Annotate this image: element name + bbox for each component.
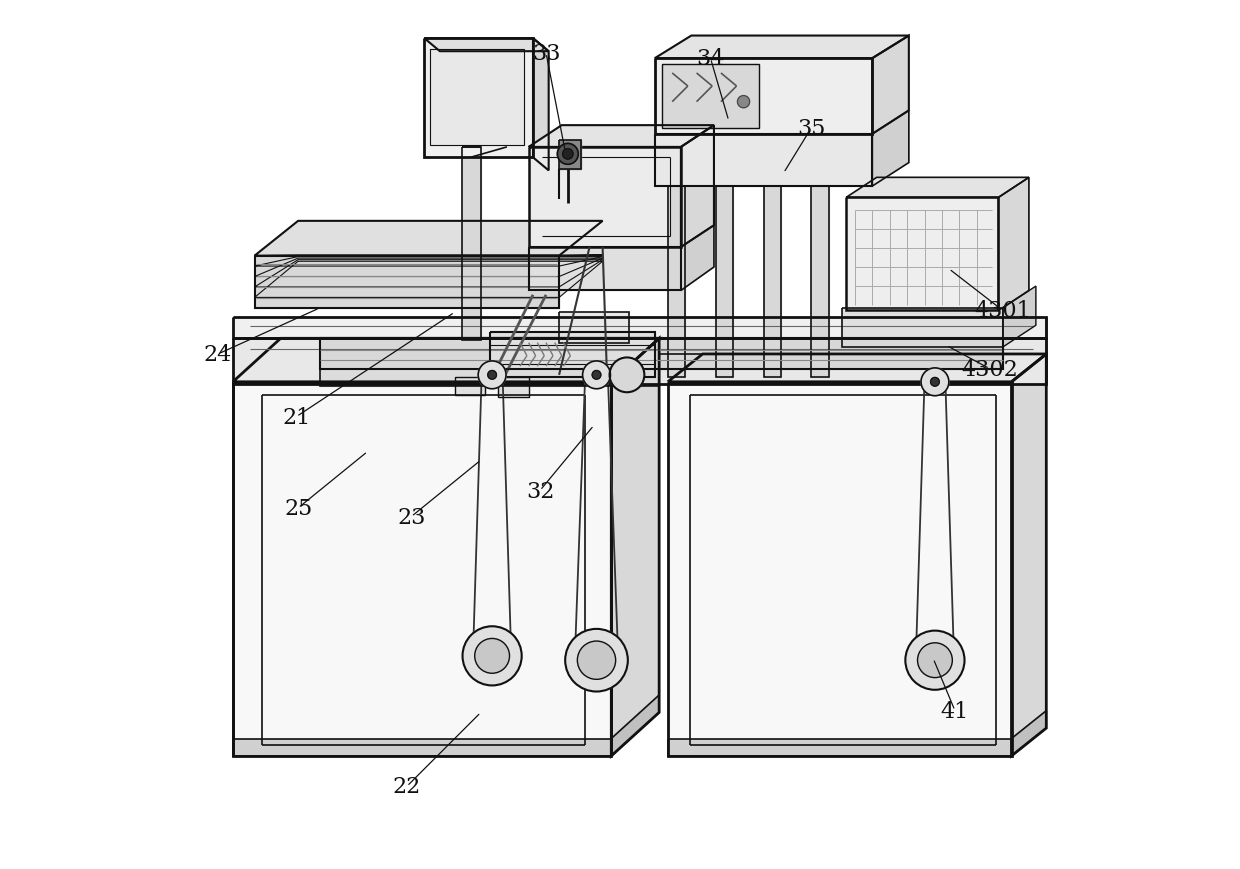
Circle shape <box>475 639 510 673</box>
Text: 34: 34 <box>697 48 724 70</box>
Polygon shape <box>455 378 485 395</box>
Polygon shape <box>430 50 525 146</box>
Polygon shape <box>233 382 611 756</box>
Polygon shape <box>320 339 1003 369</box>
Polygon shape <box>668 187 686 378</box>
Polygon shape <box>528 126 714 148</box>
Polygon shape <box>846 178 1029 198</box>
Polygon shape <box>528 148 681 248</box>
Polygon shape <box>872 36 909 135</box>
Polygon shape <box>424 39 548 52</box>
Polygon shape <box>668 382 1012 756</box>
Polygon shape <box>233 739 611 756</box>
Polygon shape <box>811 187 828 378</box>
Polygon shape <box>611 339 660 756</box>
Text: 33: 33 <box>532 43 560 65</box>
Circle shape <box>583 362 610 389</box>
Polygon shape <box>668 355 1047 382</box>
Text: 22: 22 <box>393 775 420 798</box>
Polygon shape <box>662 65 759 129</box>
Polygon shape <box>254 261 603 288</box>
Polygon shape <box>233 339 1047 384</box>
Circle shape <box>930 378 939 387</box>
Polygon shape <box>254 259 603 277</box>
Polygon shape <box>660 339 1003 355</box>
Text: 25: 25 <box>284 497 312 520</box>
Polygon shape <box>498 378 528 398</box>
Polygon shape <box>528 248 681 291</box>
Text: 35: 35 <box>797 117 826 140</box>
Polygon shape <box>424 39 533 158</box>
Polygon shape <box>998 178 1029 311</box>
Polygon shape <box>559 313 629 343</box>
Polygon shape <box>559 141 580 169</box>
Polygon shape <box>1012 711 1047 756</box>
Polygon shape <box>842 308 1003 348</box>
Circle shape <box>905 631 965 690</box>
Polygon shape <box>254 222 603 256</box>
Circle shape <box>557 144 578 165</box>
Polygon shape <box>461 148 481 341</box>
Text: 4301: 4301 <box>975 300 1032 322</box>
Text: 23: 23 <box>397 506 425 528</box>
Text: 4302: 4302 <box>961 358 1018 381</box>
Circle shape <box>738 96 750 109</box>
Polygon shape <box>254 256 559 308</box>
Circle shape <box>918 643 952 678</box>
Polygon shape <box>533 39 548 171</box>
Circle shape <box>487 371 496 380</box>
Polygon shape <box>846 198 998 311</box>
Polygon shape <box>681 126 714 248</box>
Polygon shape <box>233 317 1047 339</box>
Polygon shape <box>655 36 909 59</box>
Polygon shape <box>254 257 603 267</box>
Polygon shape <box>715 187 733 378</box>
Circle shape <box>479 362 506 389</box>
Polygon shape <box>1012 355 1047 756</box>
Polygon shape <box>254 262 603 298</box>
Polygon shape <box>320 369 660 387</box>
Polygon shape <box>668 739 1012 756</box>
Text: 32: 32 <box>526 480 554 502</box>
Circle shape <box>593 371 601 380</box>
Circle shape <box>463 627 522 686</box>
Polygon shape <box>1003 287 1035 348</box>
Text: 21: 21 <box>283 406 310 428</box>
Polygon shape <box>872 111 909 187</box>
Circle shape <box>921 368 949 396</box>
Text: 41: 41 <box>941 700 970 722</box>
Polygon shape <box>764 187 781 378</box>
Polygon shape <box>681 226 714 291</box>
Circle shape <box>610 358 645 393</box>
Circle shape <box>565 629 627 692</box>
Polygon shape <box>655 135 872 187</box>
Circle shape <box>578 641 615 680</box>
Text: 24: 24 <box>203 343 232 366</box>
Polygon shape <box>490 333 655 378</box>
Polygon shape <box>655 59 872 135</box>
Polygon shape <box>611 695 660 756</box>
Circle shape <box>563 149 573 160</box>
Polygon shape <box>233 339 660 382</box>
